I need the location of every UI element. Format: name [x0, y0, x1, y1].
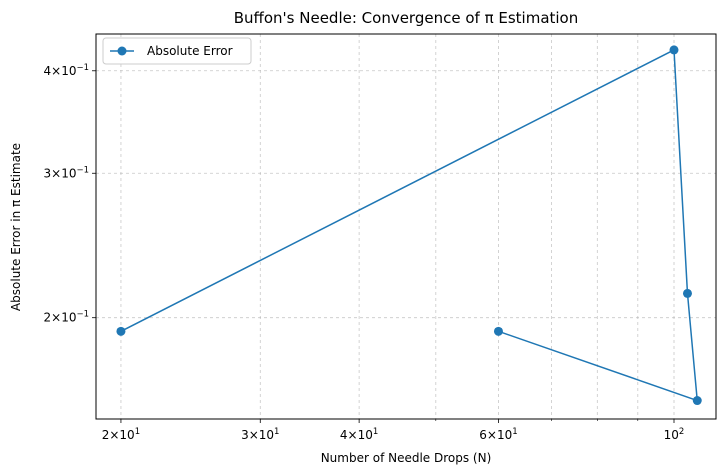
legend-label: Absolute Error — [147, 44, 233, 58]
y-tick-label: 4×10−1 — [44, 63, 90, 78]
y-axis: 2×10−1 3×10−1 4×10−1 — [44, 63, 96, 325]
x-tick-label: 6×101 — [479, 427, 517, 442]
x-axis: 2×101 3×101 4×101 6×101 102 — [102, 419, 685, 442]
legend: Absolute Error — [102, 37, 252, 65]
data-point — [682, 288, 692, 298]
grid — [96, 34, 716, 419]
x-tick-label: 3×101 — [241, 427, 279, 442]
legend-box — [102, 37, 252, 65]
data-point — [692, 396, 702, 406]
x-tick-label: 102 — [664, 427, 685, 442]
y-tick-label: 2×10−1 — [44, 310, 90, 325]
y-axis-title: Absolute Error in π Estimate — [9, 143, 23, 311]
plot-frame — [95, 33, 717, 420]
y-tick-label: 3×10−1 — [44, 165, 90, 180]
x-tick-label: 4×101 — [340, 427, 378, 442]
x-axis-title: Number of Needle Drops (N) — [321, 451, 492, 465]
x-tick-label: 2×101 — [102, 427, 140, 442]
legend-marker — [117, 46, 127, 56]
series-layer — [116, 45, 702, 406]
plot-area — [96, 34, 716, 419]
data-point — [669, 45, 679, 55]
data-point — [493, 326, 503, 336]
chart-title: Buffon's Needle: Convergence of π Estima… — [234, 9, 579, 27]
data-point — [116, 326, 126, 336]
